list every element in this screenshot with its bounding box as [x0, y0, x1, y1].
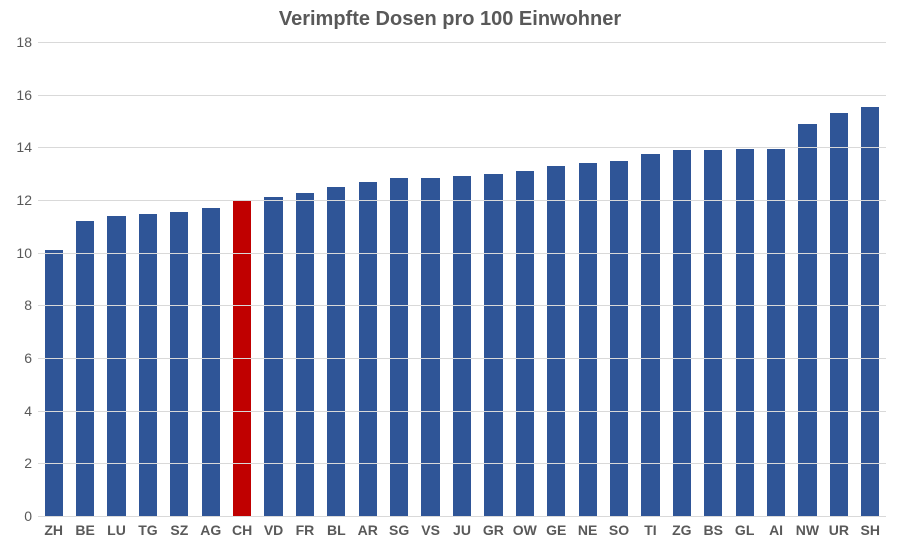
- gridline: [38, 463, 886, 464]
- gridline: [38, 516, 886, 517]
- bar-TI: [641, 154, 659, 516]
- xtick-label: AI: [769, 522, 783, 538]
- xtick-label: JU: [453, 522, 471, 538]
- gridline: [38, 200, 886, 201]
- bar-VS: [421, 178, 439, 516]
- xtick-label: VD: [264, 522, 283, 538]
- xtick-label: LU: [107, 522, 126, 538]
- gridline: [38, 42, 886, 43]
- bar-ZH: [45, 250, 63, 516]
- bar-SZ: [170, 212, 188, 516]
- xtick-label: GL: [735, 522, 754, 538]
- ytick-label: 16: [16, 87, 32, 103]
- xtick-label: TG: [138, 522, 157, 538]
- bar-TG: [139, 214, 157, 516]
- xtick-label: ZG: [672, 522, 691, 538]
- xtick-label: BE: [75, 522, 94, 538]
- gridline: [38, 253, 886, 254]
- ytick-label: 2: [24, 455, 32, 471]
- bar-GL: [736, 149, 754, 516]
- chart-title: Verimpfte Dosen pro 100 Einwohner: [0, 8, 900, 31]
- xtick-label: VS: [421, 522, 440, 538]
- ytick-label: 18: [16, 34, 32, 50]
- ytick-label: 8: [24, 297, 32, 313]
- gridline: [38, 411, 886, 412]
- bar-VD: [264, 197, 282, 516]
- ytick-label: 4: [24, 403, 32, 419]
- xtick-label: NE: [578, 522, 597, 538]
- xtick-label: SZ: [170, 522, 188, 538]
- xtick-label: SG: [389, 522, 409, 538]
- xtick-label: ZH: [44, 522, 63, 538]
- xtick-label: AR: [358, 522, 378, 538]
- xtick-label: UR: [829, 522, 849, 538]
- bar-GR: [484, 174, 502, 516]
- gridline: [38, 95, 886, 96]
- bars-layer: [38, 42, 886, 516]
- bar-JU: [453, 176, 471, 516]
- ytick-label: 0: [24, 508, 32, 524]
- bar-AR: [359, 182, 377, 516]
- bar-SH: [861, 107, 879, 516]
- chart-container: Verimpfte Dosen pro 100 Einwohner 024681…: [0, 0, 900, 545]
- xtick-label: CH: [232, 522, 252, 538]
- gridline: [38, 305, 886, 306]
- bar-SG: [390, 178, 408, 516]
- bar-BS: [704, 150, 722, 516]
- xtick-label: OW: [513, 522, 537, 538]
- xtick-label: SH: [861, 522, 880, 538]
- ytick-label: 14: [16, 139, 32, 155]
- xtick-label: NW: [796, 522, 819, 538]
- xtick-label: GE: [546, 522, 566, 538]
- bar-AG: [202, 208, 220, 516]
- plot-area: 024681012141618ZHBELUTGSZAGCHVDFRBLARSGV…: [38, 42, 886, 516]
- bar-NW: [798, 124, 816, 516]
- bar-LU: [107, 216, 125, 516]
- bar-BE: [76, 221, 94, 516]
- bar-AI: [767, 149, 785, 516]
- ytick-label: 10: [16, 245, 32, 261]
- bar-UR: [830, 113, 848, 516]
- bar-ZG: [673, 150, 691, 516]
- xtick-label: SO: [609, 522, 629, 538]
- gridline: [38, 147, 886, 148]
- xtick-label: FR: [296, 522, 315, 538]
- xtick-label: AG: [200, 522, 221, 538]
- bar-BL: [327, 187, 345, 516]
- xtick-label: BS: [704, 522, 723, 538]
- ytick-label: 6: [24, 350, 32, 366]
- bar-FR: [296, 193, 314, 516]
- gridline: [38, 358, 886, 359]
- ytick-label: 12: [16, 192, 32, 208]
- xtick-label: GR: [483, 522, 504, 538]
- xtick-label: BL: [327, 522, 346, 538]
- xtick-label: TI: [644, 522, 656, 538]
